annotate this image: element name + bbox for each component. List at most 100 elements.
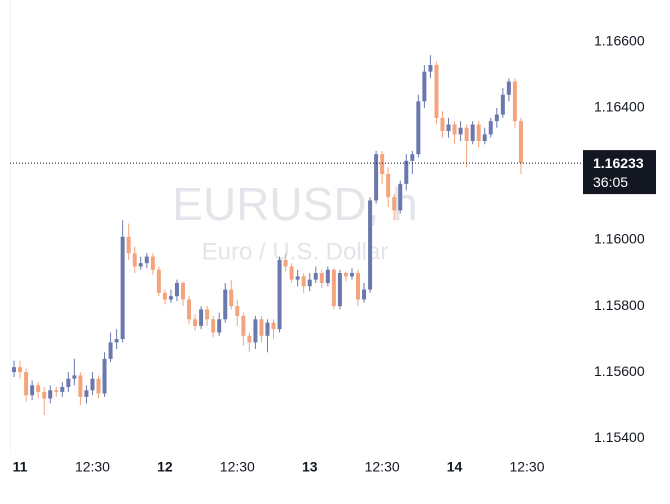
last-price-label: 1.16233 xyxy=(593,155,644,171)
y-tick-label: 1.16600 xyxy=(594,33,645,49)
candle-body xyxy=(386,173,391,198)
candle-body xyxy=(416,101,421,155)
candle-body xyxy=(247,335,252,343)
x-tick-label: 11 xyxy=(13,459,28,475)
candle-body xyxy=(211,319,216,333)
candle-body xyxy=(446,124,451,132)
candle-body xyxy=(380,154,385,174)
y-tick-label: 1.16000 xyxy=(594,231,645,247)
x-tick-label: 14 xyxy=(447,459,463,475)
candle-body xyxy=(271,322,276,330)
candle-body xyxy=(428,65,433,72)
candle-body xyxy=(60,386,65,392)
candle-body xyxy=(162,292,167,300)
candle-body xyxy=(30,385,35,396)
candle-body xyxy=(132,253,137,267)
candle-body xyxy=(319,273,324,283)
candle-body xyxy=(440,117,445,132)
candle-body xyxy=(277,259,282,330)
candle-body xyxy=(512,81,517,122)
candle-body xyxy=(235,306,240,316)
candle-body xyxy=(337,273,342,307)
candle-body xyxy=(289,266,294,280)
candle-body xyxy=(108,342,113,359)
candle-body xyxy=(187,299,192,320)
candle-body xyxy=(518,121,523,164)
candle-body xyxy=(422,71,427,102)
candle-body xyxy=(102,358,107,394)
candle-body xyxy=(90,378,95,391)
candle-body xyxy=(362,289,367,300)
candle-body xyxy=(307,279,312,287)
candle-body xyxy=(301,276,306,287)
candle-body xyxy=(126,236,131,254)
candle-body xyxy=(410,154,415,161)
candle-body xyxy=(12,367,17,373)
candle-body xyxy=(114,339,119,343)
candle-body xyxy=(283,259,288,267)
candle-body xyxy=(458,127,463,135)
candle-body xyxy=(168,296,173,300)
candle-body xyxy=(205,309,210,320)
last-price-box xyxy=(583,150,656,195)
candle-body xyxy=(349,273,354,277)
candle-body xyxy=(193,319,198,326)
candle-body xyxy=(199,309,204,326)
candle-body xyxy=(241,315,246,336)
candle-body xyxy=(452,124,457,135)
candle-body xyxy=(217,319,222,333)
candle-body xyxy=(470,124,475,141)
y-tick-label: 1.16400 xyxy=(594,99,645,115)
candle-body xyxy=(144,256,149,264)
candle-body xyxy=(476,124,481,141)
x-tick-label: 12:30 xyxy=(75,459,110,475)
candle-body xyxy=(156,269,161,293)
y-tick-label: 1.15400 xyxy=(594,429,645,445)
candle-body xyxy=(265,322,270,336)
candle-body xyxy=(494,114,499,122)
candle-body xyxy=(138,263,143,267)
candle-body xyxy=(331,269,336,307)
candle-body xyxy=(42,391,47,399)
x-tick-label: 13 xyxy=(302,459,318,475)
candle-body xyxy=(180,282,185,300)
y-tick-label: 1.15600 xyxy=(594,363,645,379)
candle-body xyxy=(374,154,379,201)
x-tick-label: 12:30 xyxy=(365,459,400,475)
candle-body xyxy=(488,121,493,135)
candle-body xyxy=(295,276,300,280)
candle-body xyxy=(253,319,258,343)
x-tick-label: 12:30 xyxy=(220,459,255,475)
candle-body xyxy=(66,378,71,387)
candle-body xyxy=(96,378,101,394)
watermark-title: EURUSD, h xyxy=(172,178,417,230)
candle-body xyxy=(18,367,23,373)
y-tick-label: 1.15800 xyxy=(594,297,645,313)
candle-body xyxy=(464,127,469,141)
candle-body xyxy=(36,385,41,392)
candle-body xyxy=(150,256,155,270)
candle-body xyxy=(24,372,29,396)
candle-body xyxy=(78,375,83,397)
candle-body xyxy=(500,94,505,115)
candle-body xyxy=(392,197,397,211)
candle-body xyxy=(506,81,511,95)
candle-body xyxy=(482,134,487,141)
candle-body xyxy=(174,282,179,297)
candle-body xyxy=(404,160,409,184)
candle-body xyxy=(356,273,361,300)
candle-body xyxy=(72,375,77,379)
candle-body xyxy=(54,390,59,392)
countdown-label: 36:05 xyxy=(593,174,628,190)
candle-body xyxy=(343,273,348,277)
x-tick-label: 12:30 xyxy=(509,459,544,475)
candle-body xyxy=(325,269,330,283)
candle-body xyxy=(84,390,89,397)
candle-body xyxy=(434,65,439,118)
candle-body xyxy=(120,236,125,340)
candle-body xyxy=(229,289,234,307)
candle-body xyxy=(223,289,228,320)
candle-body xyxy=(48,390,53,399)
